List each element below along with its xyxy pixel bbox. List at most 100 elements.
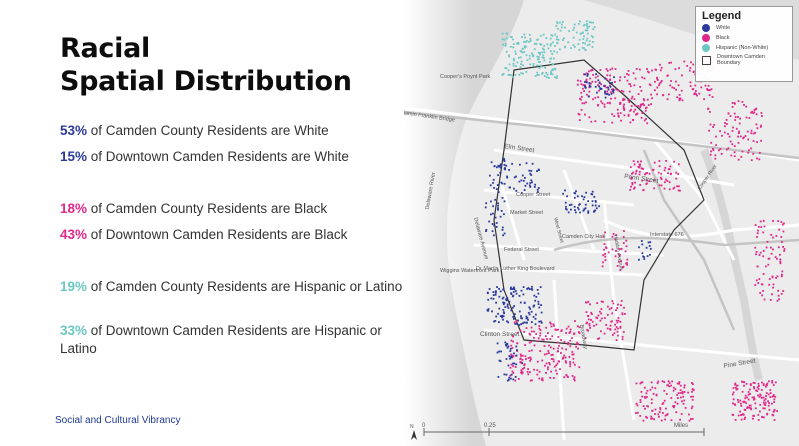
population-dot	[632, 160, 635, 163]
population-dot	[487, 309, 489, 312]
population-dot	[549, 346, 552, 349]
population-dot	[646, 98, 649, 101]
population-dot	[696, 94, 698, 97]
population-dot	[604, 255, 607, 258]
population-dot	[674, 401, 677, 404]
population-dot	[731, 143, 734, 146]
population-dot	[674, 388, 677, 390]
population-dot	[690, 395, 692, 398]
population-dot	[752, 381, 755, 384]
population-dot	[543, 75, 546, 77]
population-dot	[506, 379, 509, 382]
population-dot	[617, 319, 620, 322]
population-dot	[758, 278, 761, 280]
population-dot	[528, 332, 531, 335]
population-dot	[534, 299, 537, 302]
population-dot	[540, 64, 542, 67]
population-dot	[626, 79, 629, 82]
population-dot	[519, 353, 522, 356]
population-dot	[740, 414, 743, 416]
population-dot	[613, 115, 616, 117]
population-dot	[513, 305, 516, 307]
population-dot	[500, 210, 503, 212]
population-dot	[635, 402, 638, 405]
population-dot	[600, 312, 603, 315]
population-dot	[540, 304, 542, 306]
population-dot	[490, 297, 493, 300]
population-dot	[605, 324, 608, 326]
population-dot	[502, 311, 505, 314]
population-dot	[598, 205, 600, 208]
population-dot	[551, 73, 554, 76]
map-legend: Legend White Black Hispanic (Non-White) …	[695, 6, 793, 82]
population-dot	[576, 341, 579, 344]
population-dot	[657, 171, 660, 174]
population-dot	[613, 332, 616, 335]
population-dot	[587, 315, 590, 317]
population-dot	[503, 164, 506, 166]
population-dot	[617, 317, 620, 319]
population-dot	[543, 353, 546, 356]
population-dot	[541, 377, 544, 380]
population-dot	[585, 101, 587, 104]
population-dot	[500, 350, 502, 353]
population-dot	[617, 89, 620, 92]
population-dot	[528, 57, 531, 60]
population-dot	[507, 345, 510, 348]
population-dot	[645, 118, 647, 120]
population-dot	[505, 358, 508, 360]
population-dot	[505, 342, 508, 345]
population-dot	[538, 320, 541, 323]
population-dot	[619, 269, 622, 271]
population-dot	[641, 76, 644, 79]
population-dot	[567, 341, 570, 344]
population-dot	[489, 174, 491, 177]
population-dot	[552, 358, 555, 361]
population-dot	[658, 415, 660, 418]
population-dot	[538, 377, 541, 380]
population-dot	[512, 362, 514, 365]
population-dot	[578, 366, 581, 369]
stat-downtown-hispanic: 33% of Downtown Camden Residents are His…	[60, 322, 405, 358]
population-dot	[648, 245, 651, 247]
population-dot	[634, 104, 637, 107]
population-dot	[765, 265, 767, 268]
population-dot	[638, 165, 641, 168]
population-dot	[733, 112, 736, 115]
population-dot	[501, 73, 504, 76]
population-dot	[497, 312, 499, 315]
population-dot	[743, 400, 746, 403]
population-dot	[630, 177, 633, 180]
population-dot	[569, 339, 572, 342]
population-dot	[622, 99, 624, 102]
population-dot	[758, 151, 761, 154]
population-dot	[678, 99, 681, 102]
population-dot	[678, 163, 680, 166]
population-dot	[769, 299, 772, 301]
population-dot	[639, 103, 642, 106]
population-dot	[645, 246, 648, 249]
population-dot	[605, 78, 608, 81]
population-dot	[647, 241, 650, 244]
population-dot	[730, 154, 733, 157]
population-dot	[622, 242, 625, 244]
population-dot	[628, 101, 631, 103]
population-dot	[584, 49, 587, 51]
population-dot	[494, 290, 497, 293]
population-dot	[614, 238, 617, 241]
population-dot	[692, 63, 695, 66]
population-dot	[688, 413, 690, 416]
population-dot	[490, 213, 492, 216]
population-dot	[759, 410, 761, 413]
population-dot	[513, 318, 515, 320]
population-dot	[537, 187, 540, 189]
legend-title: Legend	[702, 10, 742, 22]
population-dot	[600, 330, 602, 333]
population-dot	[646, 255, 649, 257]
population-dot	[691, 398, 694, 401]
population-dot	[551, 63, 554, 65]
population-dot	[666, 98, 669, 101]
population-dot	[503, 312, 505, 315]
population-dot	[614, 81, 616, 83]
population-dot	[678, 97, 681, 100]
